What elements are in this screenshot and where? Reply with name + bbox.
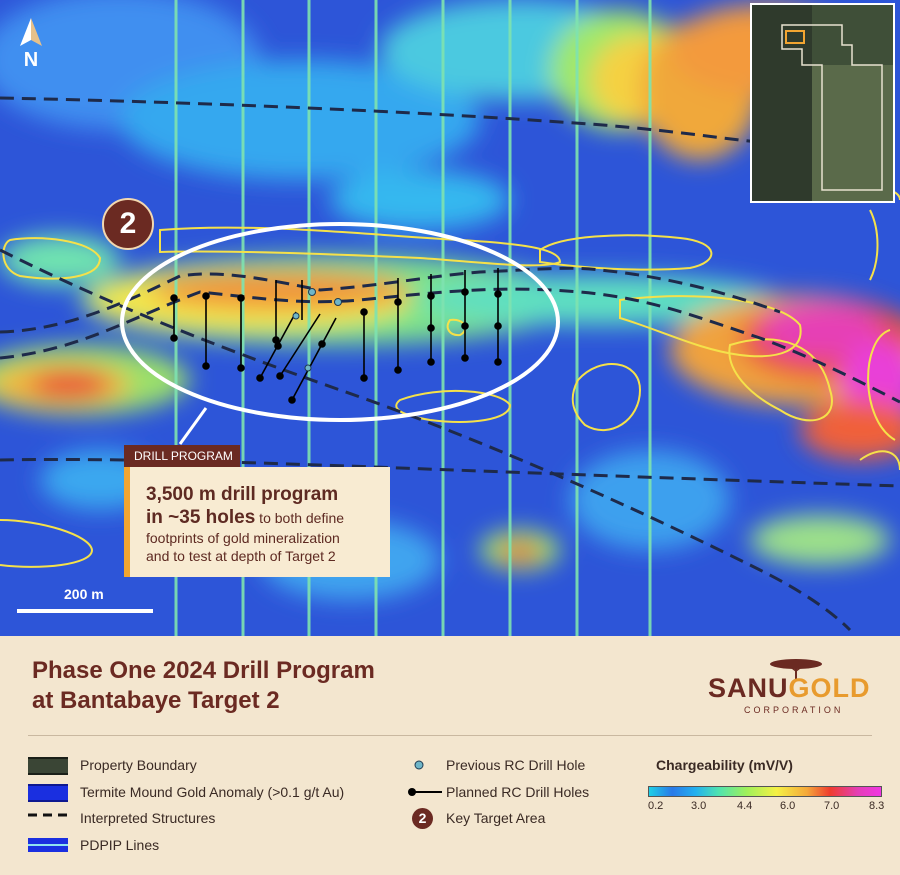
callout-line1: 3,500 m drill program bbox=[146, 484, 339, 505]
callout-line4: and to test at depth of Target 2 bbox=[146, 548, 336, 564]
target-highlight-ellipse bbox=[120, 222, 560, 422]
legend-planned-rc: Planned RC Drill Holes bbox=[446, 784, 590, 800]
north-label: N bbox=[24, 49, 38, 68]
legend-divider bbox=[28, 735, 872, 736]
colorbar-tick: 3.0 bbox=[691, 800, 707, 812]
property-boundary-swatch bbox=[28, 757, 68, 775]
legend-previous-rc: Previous RC Drill Hole bbox=[446, 757, 586, 773]
north-arrow-icon: N bbox=[20, 18, 42, 68]
inset-target-box bbox=[785, 30, 805, 44]
title-line2: at Bantabaye Target 2 bbox=[32, 687, 280, 714]
colorbar-tick: 7.0 bbox=[824, 800, 840, 812]
title-line1: Phase One 2024 Drill Program bbox=[32, 657, 375, 684]
legend-key-target: Key Target Area bbox=[446, 810, 546, 826]
scale-bar bbox=[17, 609, 153, 613]
drill-program-callout: 3,500 m drill program in ~35 holes to bo… bbox=[124, 467, 390, 577]
key-target-badge-icon: 2 bbox=[412, 808, 433, 829]
chargeability-colorbar bbox=[648, 786, 882, 797]
callout-line2: in ~35 holes bbox=[146, 507, 256, 528]
termite-mound-swatch bbox=[28, 784, 68, 802]
previous-rc-drill-holes bbox=[292, 288, 342, 372]
termite-mound-anomalies bbox=[0, 189, 900, 568]
colorbar-title: Chargeability (mV/V) bbox=[656, 757, 793, 773]
colorbar-tick: 6.0 bbox=[780, 800, 796, 812]
callout-line2-text: to both define bbox=[255, 510, 345, 526]
sanugold-logo: SANUGOLD CORPORATION bbox=[708, 657, 878, 717]
legend-property-boundary: Property Boundary bbox=[80, 757, 197, 773]
location-inset-map bbox=[750, 3, 895, 203]
scale-label: 200 m bbox=[64, 586, 104, 602]
page-title: Phase One 2024 Drill Program at Bantabay… bbox=[32, 656, 375, 716]
interpreted-structures-swatch bbox=[28, 813, 70, 817]
callout-line3: footprints of gold mineralization bbox=[146, 530, 340, 546]
legend-panel bbox=[0, 636, 900, 875]
logo-corporation: CORPORATION bbox=[744, 705, 844, 715]
planned-rc-drill-hole-icon bbox=[408, 788, 442, 796]
planned-rc-drill-holes bbox=[170, 268, 502, 404]
colorbar-tick: 8.3 bbox=[869, 800, 885, 812]
legend-interpreted-structures: Interpreted Structures bbox=[80, 810, 216, 826]
target-2-badge: 2 bbox=[102, 198, 154, 250]
colorbar-tick: 0.2 bbox=[648, 800, 664, 812]
logo-gold: GOLD bbox=[788, 673, 871, 703]
legend-pdpip-lines: PDPIP Lines bbox=[80, 837, 160, 853]
callout-leader bbox=[178, 407, 208, 445]
pdpip-lines-swatch bbox=[28, 838, 68, 852]
previous-rc-drill-hole-icon bbox=[414, 760, 424, 770]
tree-icon bbox=[770, 659, 822, 681]
legend-termite-mound: Termite Mound Gold Anomaly (>0.1 g/t Au) bbox=[80, 784, 345, 800]
callout-tag: DRILL PROGRAM bbox=[124, 445, 240, 467]
colorbar-tick: 4.4 bbox=[737, 800, 753, 812]
map-view[interactable]: N 2 DRILL PROGRAM 3,500 m drill program … bbox=[0, 0, 900, 636]
logo-sanu: SANU bbox=[708, 673, 789, 703]
